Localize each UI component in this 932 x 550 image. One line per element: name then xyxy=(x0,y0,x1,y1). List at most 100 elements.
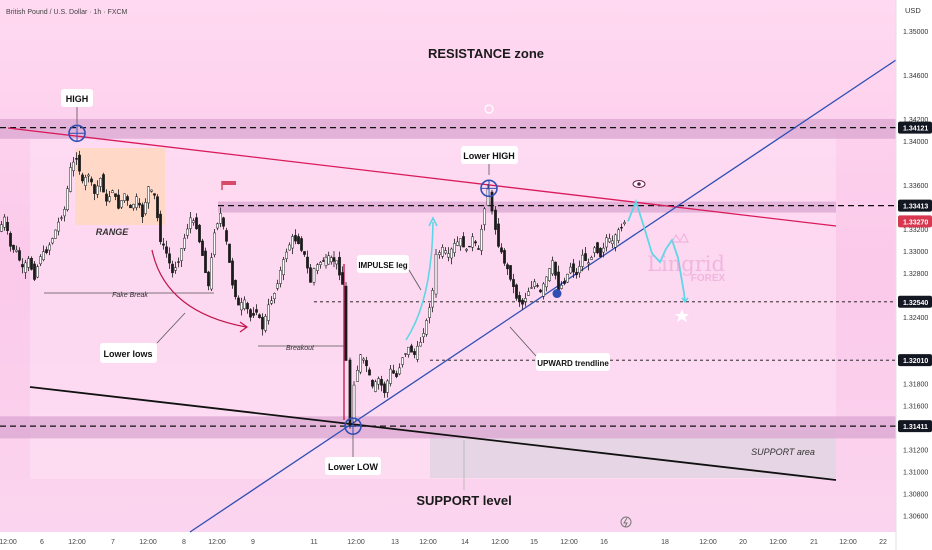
candle-body xyxy=(566,273,569,283)
candle-body xyxy=(352,384,356,423)
y-tick-label: 1.30600 xyxy=(903,513,928,520)
price-tag-box xyxy=(898,199,932,212)
x-tick-label: 12:00 xyxy=(839,539,857,546)
candle-body xyxy=(111,190,114,194)
support-line xyxy=(29,386,837,481)
y-tick-label: 1.35000 xyxy=(903,29,928,36)
candle-body xyxy=(255,309,258,313)
candle-body xyxy=(189,217,192,229)
x-tick-label: 8 xyxy=(182,539,186,546)
candle-body xyxy=(0,224,3,232)
lower-lows-callout: Lower lows xyxy=(100,343,157,363)
candle-body xyxy=(225,230,228,242)
lower-lows-arrowhead xyxy=(239,321,249,333)
candle-body xyxy=(102,174,105,193)
candle-body xyxy=(126,196,129,201)
candle-body xyxy=(285,251,288,259)
candle-body xyxy=(332,257,336,262)
candle-body xyxy=(542,283,545,297)
candle-body xyxy=(321,260,325,262)
candle-body xyxy=(536,285,539,287)
watermark-brand: Lingrid xyxy=(647,252,725,276)
candle-body xyxy=(410,345,413,353)
candle-body xyxy=(477,248,480,250)
candle-body xyxy=(512,279,515,287)
range-box xyxy=(75,148,165,225)
candle-body xyxy=(129,204,132,209)
candle-body xyxy=(506,264,509,270)
candle-body xyxy=(93,184,96,194)
x-tick-label: 6 xyxy=(40,539,44,546)
candle-body xyxy=(312,268,316,283)
candle-body xyxy=(563,280,566,284)
price-tag-box xyxy=(898,420,932,433)
candle-body xyxy=(471,236,474,248)
candle-body xyxy=(416,345,419,360)
candle-body xyxy=(135,196,138,208)
x-tick-label: 12:00 xyxy=(769,539,787,546)
candle-body xyxy=(338,256,341,276)
price-tag-label: 1.33270 xyxy=(903,219,928,226)
candle-body xyxy=(386,380,389,393)
price-tag-box xyxy=(898,295,932,308)
lightning-icon[interactable] xyxy=(620,516,632,528)
candle-body xyxy=(309,267,312,283)
candle-body xyxy=(117,194,120,209)
candle-body xyxy=(545,276,548,288)
lower-lows-arrow xyxy=(151,249,247,328)
candle-body xyxy=(596,242,599,254)
candle-body xyxy=(572,263,575,273)
candle-body xyxy=(389,368,392,384)
candle-body xyxy=(24,262,27,273)
x-tick-label: 21 xyxy=(810,539,818,546)
candle-body xyxy=(108,196,111,202)
candle-body xyxy=(240,302,243,311)
candle-body xyxy=(557,271,560,291)
candle-body xyxy=(483,208,486,225)
upward-trendline-connector xyxy=(509,326,537,357)
candle-body xyxy=(554,261,557,276)
candle-body xyxy=(300,238,303,251)
candle-body xyxy=(365,360,368,367)
candle-body xyxy=(593,247,596,253)
y-tick-label: 1.34600 xyxy=(903,73,928,80)
candle-body xyxy=(539,289,542,293)
arrow-down-circle-icon xyxy=(484,104,494,114)
candle-body xyxy=(605,237,608,248)
candle-body xyxy=(21,264,24,268)
candle-body xyxy=(548,268,551,282)
candle-body xyxy=(444,250,447,254)
candle-body xyxy=(450,248,453,259)
candle-body xyxy=(438,252,441,255)
candle-body xyxy=(171,263,174,274)
candle-body xyxy=(509,265,512,280)
candle-body xyxy=(428,307,431,318)
x-tick-label: 7 xyxy=(111,539,115,546)
symbol-title: British Pound / U.S. Dollar · 1h · FXCM xyxy=(6,9,128,16)
candle-body xyxy=(377,378,380,385)
candle-body xyxy=(270,300,273,304)
candle-body xyxy=(590,257,593,260)
candle-body xyxy=(207,271,210,287)
time-axis-background xyxy=(0,532,896,550)
x-tick-label: 18 xyxy=(661,539,669,546)
candle-body xyxy=(114,193,117,197)
candle-body xyxy=(614,234,617,248)
impulse-connector xyxy=(408,269,422,291)
candle-body xyxy=(611,240,614,244)
x-tick-label: 11 xyxy=(310,539,317,546)
candle-body xyxy=(474,241,477,244)
candle-body xyxy=(180,248,183,261)
price-tag-label: 1.32540 xyxy=(903,300,928,307)
impulse-leg-callout: IMPULSE leg xyxy=(357,255,409,273)
candle-body xyxy=(162,243,165,246)
candle-body xyxy=(87,174,90,177)
candle-body xyxy=(524,298,527,302)
candle-body xyxy=(15,249,18,252)
candle-body xyxy=(231,260,234,286)
candle-body xyxy=(327,255,331,265)
candle-body xyxy=(419,341,422,347)
candle-body xyxy=(201,240,204,256)
candle-body xyxy=(246,303,249,310)
